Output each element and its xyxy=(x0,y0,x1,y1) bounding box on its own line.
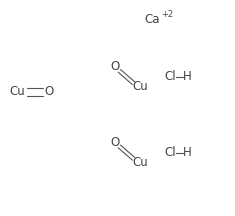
Text: H: H xyxy=(183,70,192,83)
Text: Cl: Cl xyxy=(164,70,176,83)
Text: H: H xyxy=(183,146,192,159)
Text: Cu: Cu xyxy=(133,80,149,93)
Text: Cl: Cl xyxy=(164,146,176,159)
Text: Cu: Cu xyxy=(9,85,25,98)
Text: O: O xyxy=(44,85,53,98)
Text: O: O xyxy=(110,60,120,73)
Text: Cu: Cu xyxy=(133,156,149,168)
Text: +2: +2 xyxy=(161,10,173,19)
Text: Ca: Ca xyxy=(145,13,160,26)
Text: O: O xyxy=(110,136,120,149)
